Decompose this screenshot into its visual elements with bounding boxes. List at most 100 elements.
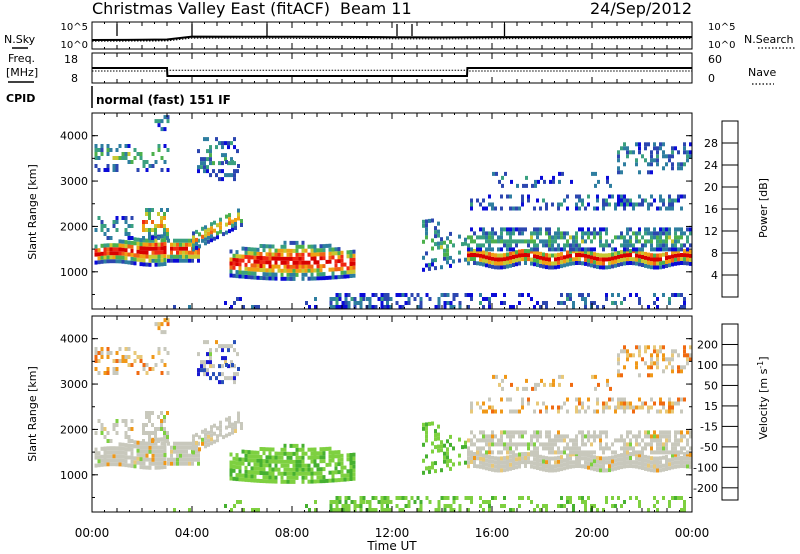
velocity-cell [671, 405, 674, 410]
power-cell [593, 247, 596, 252]
power-cell [530, 257, 533, 262]
power-cell [575, 235, 578, 240]
velocity-cell [239, 500, 242, 504]
velocity-cell [316, 451, 320, 456]
power-cell [542, 239, 545, 244]
velocity-cell [476, 450, 479, 455]
power-cell [476, 198, 479, 203]
power-cell [596, 305, 599, 309]
velocity-cell [256, 470, 260, 475]
power-cell [500, 235, 503, 240]
power-cell [515, 206, 518, 211]
power-cell [115, 220, 119, 224]
velocity-cell [473, 452, 476, 456]
velocity-cell [265, 479, 269, 484]
velocity-cell [142, 457, 146, 462]
velocity-cell [322, 447, 326, 452]
power-cell [148, 254, 152, 259]
velocity-cell [558, 374, 561, 379]
power-cell [256, 255, 260, 260]
velocity-cell [467, 496, 470, 500]
power-cell [314, 305, 317, 309]
power-cell [641, 251, 644, 255]
power-cell [677, 166, 680, 171]
power-cell [185, 238, 188, 243]
velocity-cell [292, 471, 296, 476]
power-cell [350, 297, 354, 301]
power-cell [545, 206, 548, 211]
velocity-cell [659, 442, 662, 447]
power-cell [253, 255, 257, 260]
velocity-cell [380, 504, 384, 508]
velocity-cell [337, 458, 341, 463]
velocity-cell [244, 465, 248, 470]
velocity-cell [176, 445, 179, 450]
power-cell [277, 264, 281, 269]
power-cell [497, 247, 500, 252]
velocity-cell [422, 458, 425, 463]
velocity-cell [629, 405, 632, 410]
power-cell [674, 231, 677, 236]
velocity-cell [100, 454, 104, 459]
velocity-cell [154, 465, 158, 470]
velocity-cell [551, 468, 554, 473]
power-cell [509, 305, 512, 309]
velocity-cell [127, 347, 131, 351]
power-cell [340, 266, 344, 271]
power-cell [280, 248, 284, 253]
power-cell [292, 268, 296, 273]
velocity-cell [512, 409, 515, 414]
power-cell [319, 268, 323, 273]
power-cell [109, 255, 113, 260]
power-cell [127, 152, 131, 156]
velocity-cell [464, 444, 467, 449]
power-cell [157, 258, 161, 263]
velocity-cell [136, 371, 140, 375]
velocity-cell [182, 461, 185, 466]
velocity-cell [176, 457, 179, 462]
velocity-cell [629, 353, 632, 358]
power-cell [458, 234, 461, 239]
velocity-cell [482, 409, 485, 414]
power-cell [173, 246, 176, 251]
power-cell [518, 301, 521, 305]
velocity-cell [548, 434, 551, 439]
velocity-cell [283, 471, 287, 476]
velocity-cell [145, 453, 149, 458]
power-cell [422, 223, 425, 228]
power-cell [328, 251, 332, 256]
velocity-cell [244, 457, 248, 462]
velocity-cell [533, 430, 536, 435]
power-cell [443, 248, 446, 253]
power-cell [247, 275, 251, 280]
power-cell [626, 146, 629, 151]
power-cell [216, 231, 219, 236]
power-cell [331, 247, 335, 252]
velocity-cell [332, 500, 336, 504]
velocity-cell [635, 405, 638, 410]
velocity-cell [307, 447, 311, 452]
velocity-cell [623, 401, 626, 406]
velocity-cell [662, 434, 665, 439]
velocity-cell [103, 371, 107, 375]
power-cell [629, 198, 632, 203]
velocity-cell [617, 361, 620, 366]
velocity-cell [560, 434, 563, 439]
velocity-cell [380, 500, 384, 504]
velocity-cell [203, 368, 206, 373]
velocity-cell [476, 401, 479, 406]
power-scatter [94, 115, 692, 309]
velocity-cell [614, 462, 617, 467]
power-cell [142, 250, 146, 255]
velocity-cell [298, 463, 302, 468]
velocity-cell [671, 442, 674, 447]
power-cell [599, 253, 602, 258]
power-cell [313, 260, 317, 265]
power-cell [557, 301, 560, 305]
power-cell [242, 305, 245, 309]
power-cell [431, 246, 434, 251]
velocity-cell [602, 405, 605, 410]
velocity-cell [650, 434, 653, 439]
power-cell [256, 251, 260, 256]
